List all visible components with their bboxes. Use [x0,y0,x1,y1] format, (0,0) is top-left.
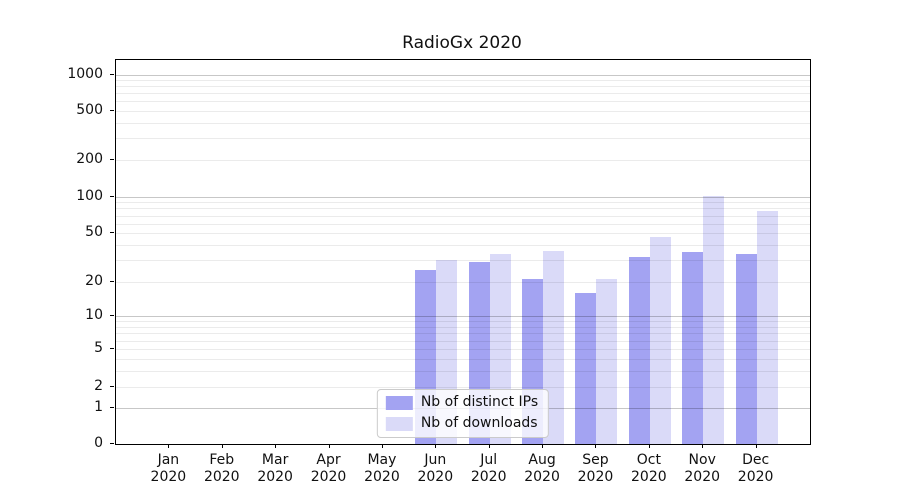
x-tick-mark [488,444,490,448]
y-tick-mark [110,109,114,111]
y-tick-mark [110,158,114,160]
y-tick-label: 20 [85,272,103,289]
minor-gridline [116,208,810,210]
y-tick-mark [110,73,114,75]
legend-label: Nb of distinct IPs [420,394,539,410]
y-tick-mark [110,443,114,444]
minor-gridline [116,260,810,262]
minor-gridline [116,202,810,204]
x-tick-label: Jul 2020 [470,452,507,485]
minor-gridline [116,122,810,124]
bar-downloads [596,279,618,444]
minor-gridline [116,138,810,140]
y-tick-label: 2 [94,378,103,395]
minor-gridline [116,80,810,82]
minor-gridline [116,215,810,217]
x-tick-mark [595,444,597,448]
major-gridline [116,196,810,198]
minor-gridline [116,349,810,351]
minor-gridline [116,321,810,323]
chart-title: RadioGx 2020 [402,33,522,53]
x-tick-mark [702,444,704,448]
minor-gridline [116,245,810,247]
x-tick-label: Jun 2020 [417,452,454,485]
x-tick-label: Sep 2020 [577,452,614,485]
legend-swatch [385,395,413,410]
bar-ips [628,256,650,444]
x-tick-mark [168,444,170,448]
x-tick-label: Oct 2020 [631,452,667,485]
legend: Nb of distinct IPs Nb of downloads [376,389,550,438]
x-tick-label: Jan 2020 [150,452,187,485]
y-tick-mark [110,195,114,197]
plot-area: Nb of distinct IPs Nb of downloads [115,59,811,445]
y-tick-label: 5 [94,340,103,357]
bar-downloads [756,210,778,444]
x-tick-mark [328,444,330,448]
y-tick-mark [110,386,114,388]
minor-gridline [116,333,810,335]
y-tick-label: 1000 [67,65,103,82]
minor-gridline [116,370,810,372]
bar-ips [682,252,704,444]
major-gridline [116,74,810,76]
x-tick-label: May 2020 [364,452,400,485]
x-tick-mark [648,444,650,448]
x-tick-label: Dec 2020 [737,452,774,485]
minor-gridline [116,233,810,235]
x-tick-mark [435,444,437,448]
legend-swatch [385,416,413,431]
x-tick-label: Aug 2020 [524,452,560,485]
x-tick-label: Feb 2020 [203,452,240,485]
y-tick-mark [110,232,114,234]
x-tick-mark [755,444,757,448]
y-tick-mark [110,407,114,409]
bar-ips [575,292,597,444]
y-tick-label: 1 [94,399,103,416]
x-tick-label: Mar 2020 [257,452,293,485]
major-gridline [116,316,810,317]
y-tick-label: 10 [85,307,103,323]
minor-gridline [116,387,810,389]
minor-gridline [116,281,810,283]
x-tick-mark [275,444,277,448]
x-tick-label: Nov 2020 [684,452,721,485]
x-tick-label: Apr 2020 [310,452,347,485]
minor-gridline [116,340,810,342]
y-tick-mark [110,348,114,350]
y-tick-label: 500 [76,101,103,118]
minor-gridline [116,358,810,360]
y-tick-mark [110,280,114,282]
minor-gridline [116,101,810,103]
minor-gridline [116,93,810,95]
minor-gridline [116,86,810,88]
y-tick-label: 200 [76,150,103,167]
minor-gridline [116,326,810,328]
minor-gridline [116,159,810,161]
bar-downloads [649,236,671,444]
legend-label: Nb of downloads [420,415,538,431]
minor-gridline [116,223,810,225]
y-tick-label: 100 [76,187,103,204]
legend-item-ips: Nb of distinct IPs [385,394,539,410]
legend-item-downloads: Nb of downloads [385,415,538,431]
x-tick-mark [381,444,383,448]
bar-ips [735,253,757,444]
y-tick-label: 50 [85,224,103,241]
x-tick-mark [542,444,544,448]
y-tick-label: 0 [94,435,103,451]
x-tick-mark [221,444,223,448]
bar-downloads [703,195,725,444]
y-tick-mark [110,315,114,316]
minor-gridline [116,110,810,112]
